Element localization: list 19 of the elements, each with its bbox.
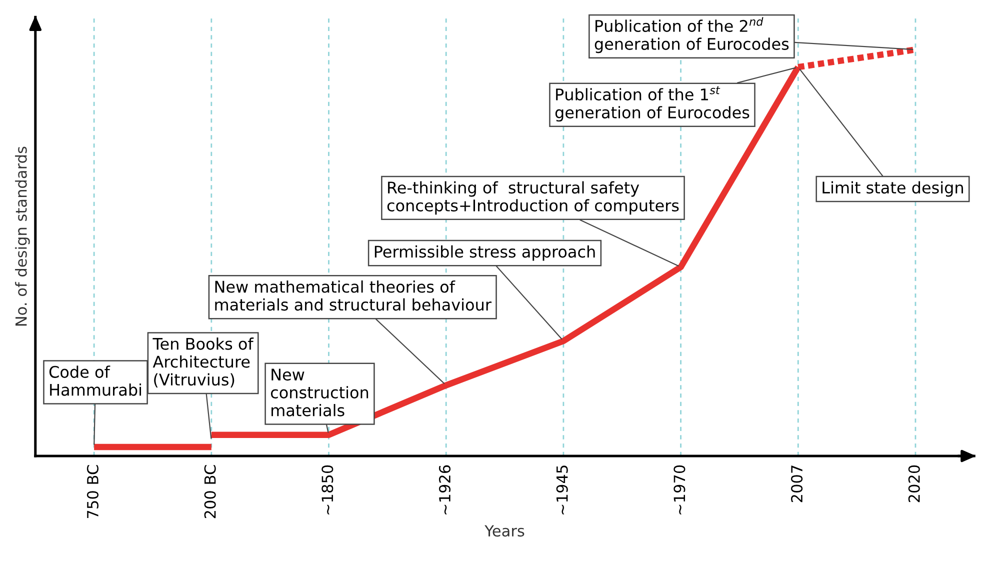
annotation: New construction materials [270,368,368,416]
x-tick-label: 2007 [791,466,803,502]
annotation: Ten Books of Architecture (Vitruvius) [152,337,254,388]
x-tick-label: ~1850 [322,465,334,514]
y-axis-title: No. of design standards [15,146,30,326]
annotation: Publication of the 1$^{st}$ generation of Eurocodes [555,86,750,122]
x-tick-label: ~1970 [674,465,686,514]
annotation: Permissible stress approach [374,245,595,261]
x-tick-label: 200 BC [204,465,216,518]
x-tick-label: 2020 [908,465,920,502]
x-axis-title: Years [484,525,524,537]
annotation: New mathematical theories of materials and structural behaviour [215,280,492,311]
annotation: Code of Hammurabi [49,366,141,396]
x-tick-label: 750 BC [86,465,98,518]
annotation: Re-thinking of structural safety concepts+Introduction of computers [387,181,679,215]
x-tick-label: ~1926 [438,465,451,514]
annotation: Publication of the 2$^{nd}$ generation of Eurocodes [594,17,789,54]
x-tick-label: ~1945 [556,466,568,514]
annotation: Limit state design [822,181,963,197]
